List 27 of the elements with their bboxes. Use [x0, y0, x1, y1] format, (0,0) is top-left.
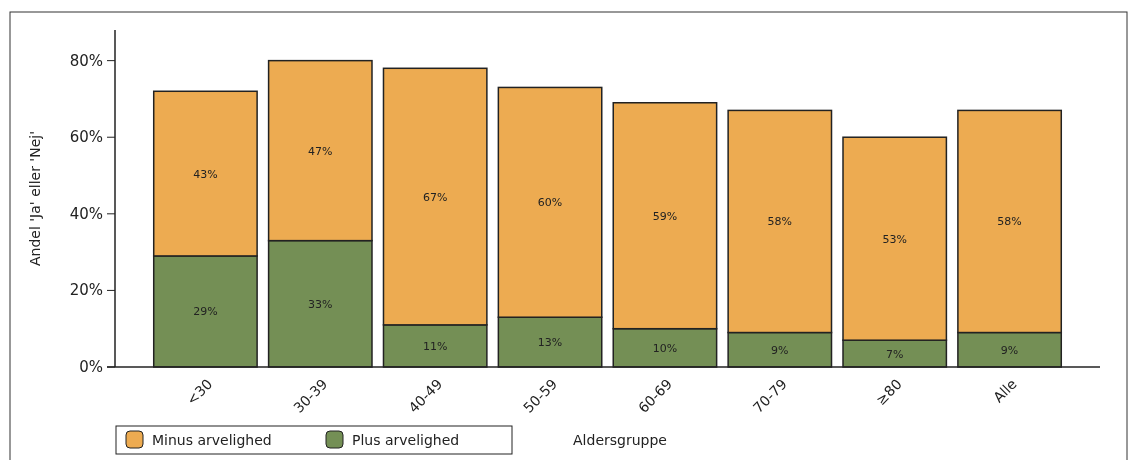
data-label: 33%	[308, 297, 333, 311]
data-label: 29%	[193, 305, 218, 319]
y-tick-label: 60%	[69, 128, 103, 147]
y-tick-label: 20%	[69, 281, 103, 300]
data-label: 58%	[767, 215, 793, 229]
data-label: 9%	[1000, 343, 1019, 357]
data-label: 47%	[308, 144, 333, 158]
data-label: 60%	[537, 196, 563, 210]
data-label: 7%	[885, 347, 904, 361]
y-tick-label: 80%	[69, 51, 103, 70]
data-label: 9%	[771, 343, 789, 357]
y-tick-label: 0%	[79, 358, 103, 376]
legend-label: Minus arvelighed	[152, 432, 272, 448]
data-label: 10%	[652, 341, 678, 355]
y-tick-label: 40%	[69, 204, 103, 223]
x-axis-title: Aldersgruppe	[573, 432, 667, 448]
data-label: 43%	[193, 167, 218, 181]
y-axis-title: Andel 'Ja' eller 'Nej'	[27, 130, 43, 267]
data-label: 11%	[422, 339, 448, 353]
data-label: 53%	[882, 232, 907, 246]
x-tick-label: <30	[183, 375, 216, 409]
data-label: 59%	[652, 209, 678, 223]
data-label: 67%	[422, 190, 448, 204]
data-label: 13%	[537, 336, 563, 350]
legend-label: Plus arvelighed	[352, 432, 460, 448]
data-label: 58%	[997, 215, 1022, 229]
x-tick-label: Alle	[990, 375, 1020, 406]
